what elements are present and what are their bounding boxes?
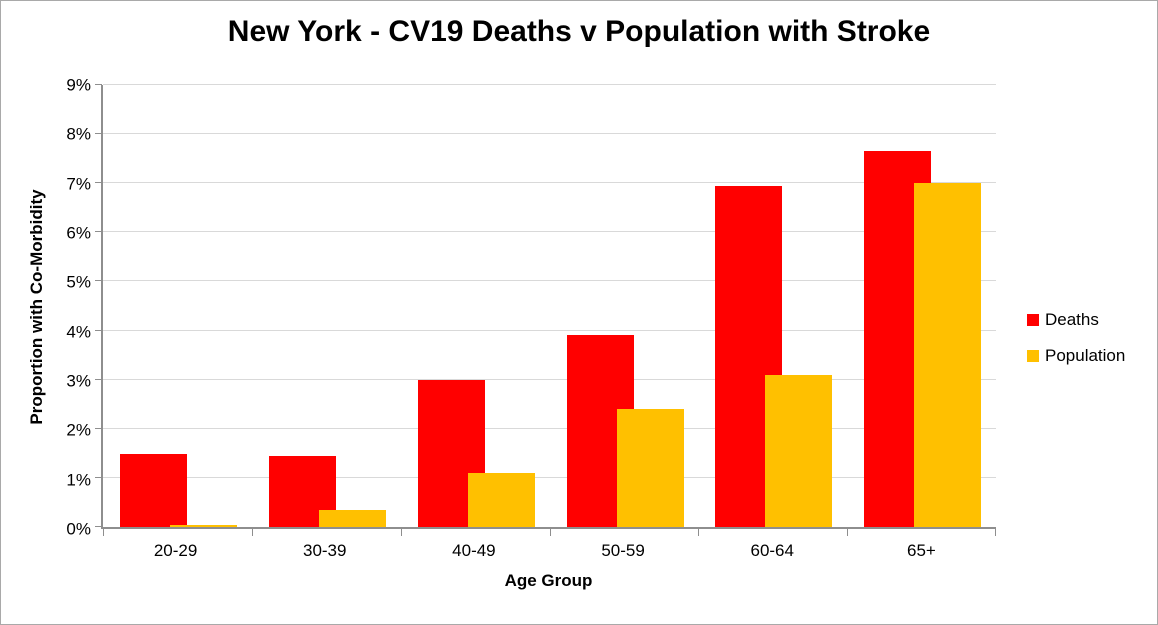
bar-population-20-29	[170, 524, 237, 527]
legend-item-deaths: Deaths	[1027, 310, 1125, 329]
legend-label-population: Population	[1045, 346, 1126, 365]
bar-population-40-49	[467, 472, 535, 527]
bar-population-60-64	[765, 374, 833, 527]
x-tick-mark-1	[251, 529, 253, 536]
bar-deaths-20-29	[120, 454, 187, 527]
plot-area	[95, 84, 996, 536]
category-30-39	[252, 85, 401, 527]
category-50-59	[550, 85, 699, 527]
x-tick-label-65+: 65+	[906, 541, 936, 560]
category-65+	[847, 85, 996, 527]
x-tick-mark-4	[698, 529, 700, 536]
y-axis-labels: 0% 1% 2% 3% 4% 5% 6% 7% 8% 9%	[1, 77, 91, 538]
x-tick-mark-3	[549, 529, 551, 536]
y-tick-mark-0	[95, 526, 102, 527]
legend-label-deaths: Deaths	[1045, 310, 1099, 329]
y-tick-mark-4	[95, 329, 102, 331]
x-tick-label-30-39: 30-39	[302, 541, 347, 560]
legend-item-population: Population	[1027, 346, 1126, 365]
gridline-4	[103, 329, 996, 331]
y-tick-label-8: 8%	[66, 124, 91, 144]
y-tick-label-2: 2%	[66, 420, 91, 440]
gridline-7	[103, 182, 996, 184]
y-tick-mark-8	[95, 133, 102, 135]
x-tick-mark-end	[995, 529, 996, 536]
y-tick-label-1: 1%	[66, 470, 91, 490]
x-axis-title: Age Group	[504, 571, 593, 590]
y-tick-mark-5	[95, 280, 102, 282]
gridline-8	[103, 133, 996, 135]
y-tick-label-0: 0%	[66, 519, 91, 539]
x-tick-label-60-64: 60-64	[750, 541, 794, 560]
y-tick-mark-9	[95, 84, 102, 85]
y-tick-mark-7	[95, 182, 102, 184]
gridline-6	[103, 231, 996, 233]
gridline-5	[103, 280, 996, 282]
x-tick-mark-2	[400, 529, 402, 536]
y-tick-mark-6	[95, 231, 102, 233]
x-axis-labels: 20-29 30-39 40-49 50-59 60-64 65+	[101, 541, 996, 563]
gridline-1	[103, 476, 996, 478]
y-tick-label-4: 4%	[66, 322, 91, 342]
x-tick-mark-0	[103, 529, 104, 536]
legend-swatch-population	[1027, 350, 1039, 362]
gridline-3	[103, 378, 996, 380]
x-tick-mark-5	[847, 529, 849, 536]
category-20-29	[103, 85, 252, 527]
y-tick-label-6: 6%	[66, 223, 91, 243]
x-tick-label-20-29: 20-29	[153, 541, 198, 560]
y-tick-mark-1	[95, 476, 102, 478]
gridline-9	[103, 84, 996, 85]
y-tick-mark-3	[95, 378, 102, 380]
y-tick-mark-2	[95, 427, 102, 429]
x-tick-label-50-59: 50-59	[601, 541, 645, 560]
legend-swatch-deaths	[1027, 314, 1039, 326]
x-tick-label-40-49: 40-49	[452, 541, 496, 560]
bar-population-30-39	[318, 509, 386, 527]
y-tick-label-7: 7%	[66, 174, 91, 194]
chart-title: New York - CV19 Deaths v Population with…	[227, 15, 931, 48]
bar-population-50-59	[616, 409, 684, 527]
y-tick-label-5: 5%	[66, 272, 91, 292]
gridline-2	[103, 427, 996, 429]
category-60-64	[698, 85, 847, 527]
y-tick-label-3: 3%	[66, 371, 91, 391]
bar-population-65+	[914, 183, 982, 527]
y-tick-label-9: 9%	[66, 75, 91, 95]
category-40-49	[401, 85, 550, 527]
legend: Deaths Population	[1027, 310, 1126, 383]
